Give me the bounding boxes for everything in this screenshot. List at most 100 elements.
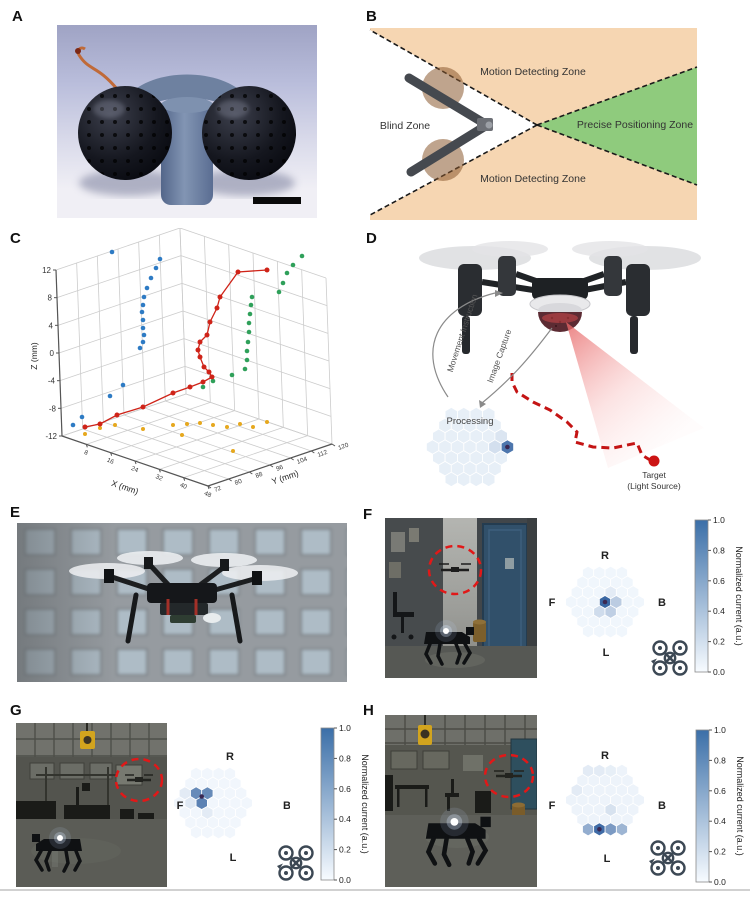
processing-arrows <box>432 290 553 408</box>
hex-cell <box>604 802 617 817</box>
hex-cell <box>604 763 617 778</box>
floor-projection-point <box>171 423 175 427</box>
direction-label-r: R <box>601 750 609 762</box>
direction-label-l: L <box>604 853 611 865</box>
z-tick-label: -12 <box>45 432 57 441</box>
y-tick-label: 104 <box>296 456 309 466</box>
colorbar-gradient <box>694 519 709 673</box>
panel-g-colorbar: 1.0 0.8 0.6 0.4 0.2 0.0 Normalized current (a.… <box>320 723 370 885</box>
trajectory-point <box>97 421 103 427</box>
trajectory-point <box>209 374 215 380</box>
panel-label-a: A <box>12 8 23 25</box>
panel-f-drone-icon <box>650 640 688 676</box>
panel-f-hexmap: R F B L <box>549 550 666 659</box>
direction-label-b: B <box>658 597 666 609</box>
precise-zone-label: Precise Positioning Zone <box>577 119 693 131</box>
target-position-dot <box>597 827 602 832</box>
z-tick-label: -4 <box>48 377 56 386</box>
barrel <box>473 622 486 642</box>
yz-projection-point <box>284 270 290 276</box>
xz-projection-point <box>70 422 76 428</box>
z-tick-label: 0 <box>50 349 55 358</box>
colorbar-tick-label: 0.8 <box>339 753 351 763</box>
colorbar-tick-label: 0.0 <box>339 875 351 885</box>
light-beam <box>566 322 704 468</box>
hex-cell <box>610 595 623 609</box>
xz-projection-point <box>157 256 163 262</box>
trajectory-point <box>200 379 206 385</box>
panel-g-hexmap: R F B L <box>173 751 290 864</box>
panel-label-g: G <box>10 702 22 719</box>
left-eye-sphere <box>78 86 172 180</box>
yz-projection-point <box>247 311 253 317</box>
panel-a-photo <box>57 25 317 218</box>
panel-g-drone-icon <box>276 845 314 881</box>
compound-eye-device-illustration <box>57 25 317 218</box>
compound-eye-processing-cluster <box>425 406 514 488</box>
direction-label-b: B <box>283 800 290 812</box>
trajectory-point <box>187 384 193 390</box>
xz-projection-point <box>141 294 147 300</box>
drone-illustration <box>419 241 701 354</box>
z-tick-label: 12 <box>42 266 51 275</box>
hex-cell <box>488 439 502 455</box>
xz-projection-point <box>137 345 143 351</box>
yz-projection-point <box>276 289 282 295</box>
lab-equipment <box>16 783 154 833</box>
trajectory-line <box>84 269 268 428</box>
yz-projection-point <box>299 253 305 259</box>
wire <box>76 46 119 90</box>
trajectory-point <box>170 390 176 396</box>
colorbar-tick-label: 0.4 <box>714 816 726 826</box>
trajectory-point <box>214 305 220 311</box>
drone-flight-illustration <box>17 523 347 682</box>
motion-zone-top-label: Motion Detecting Zone <box>480 66 586 78</box>
scale-bar <box>253 197 301 204</box>
panel-h-photo <box>385 715 537 887</box>
colorbar-tick-label: 0.8 <box>714 755 726 765</box>
device-sensor <box>485 121 493 129</box>
shadow-right <box>195 170 295 196</box>
xz-projection-point <box>79 414 85 420</box>
yz-projection-point <box>229 372 235 378</box>
x-tick-label: 16 <box>106 457 116 466</box>
hex-cell <box>582 763 595 778</box>
hex-cell <box>604 822 617 837</box>
floor-projection-point <box>180 433 184 437</box>
drone-silhouette <box>69 551 298 644</box>
x-tick-label: 32 <box>154 473 164 482</box>
x-tick-label: 24 <box>130 465 140 474</box>
colorbar-tick-label: 0.6 <box>713 576 725 586</box>
colorbar-tick-label: 1.0 <box>713 515 725 525</box>
target-sub-label: (Light Source) <box>627 481 681 491</box>
panel-g-photo <box>16 723 167 887</box>
hex-cell <box>632 793 645 807</box>
panel-h-drone-icon <box>648 840 686 876</box>
colorbar-tick-label: 0.6 <box>339 784 351 794</box>
panel-f-colorbar: 1.0 0.8 0.6 0.4 0.2 0.0 Normalized current (a.… <box>694 515 744 677</box>
indoor-scene-g <box>16 723 167 887</box>
panel-h-hexmap: R F B L <box>549 750 666 865</box>
direction-label-f: F <box>177 800 184 812</box>
trajectory-point <box>204 332 210 338</box>
image-capture-label: Image Capture <box>485 328 514 385</box>
x-tick-label: 8 <box>83 449 90 457</box>
hex-cell <box>582 822 595 837</box>
direction-label-l: L <box>603 647 610 659</box>
panel-label-f: F <box>363 506 373 523</box>
circled-drone <box>114 757 164 803</box>
wire-tip <box>75 48 81 54</box>
colorbar-tick-label: 1.0 <box>714 725 726 735</box>
xz-projection-point <box>144 285 150 291</box>
panel-e-photo <box>17 523 347 682</box>
hex-cell <box>570 783 583 798</box>
panel-label-b: B <box>366 8 377 25</box>
trajectory-point <box>217 294 223 300</box>
floor-projection-point <box>113 423 117 427</box>
xz-projection-point <box>139 309 145 315</box>
x-tick-label: 40 <box>179 482 189 491</box>
panel-h-colorbar: 1.0 0.8 0.6 0.4 0.2 0.0 Normalized current (a.… <box>695 725 745 887</box>
panel-label-d: D <box>366 230 377 247</box>
xz-projection-point <box>153 265 159 271</box>
